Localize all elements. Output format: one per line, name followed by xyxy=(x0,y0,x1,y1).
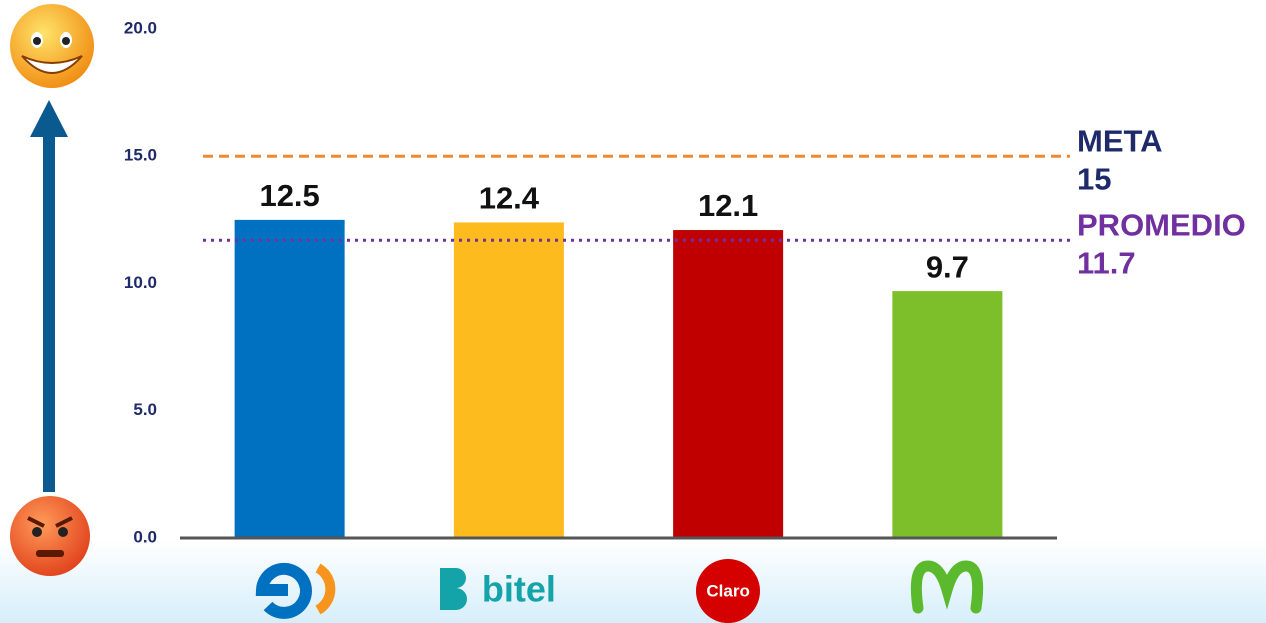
angry-face xyxy=(10,496,90,576)
reference-name: PROMEDIO xyxy=(1077,207,1246,242)
logo-claro xyxy=(696,559,760,623)
value-label: 9.7 xyxy=(926,249,969,284)
reference-value: 11.7 xyxy=(1077,245,1136,280)
bar xyxy=(673,230,784,538)
logo-movistar xyxy=(910,560,984,614)
x-tick-label: bitel xyxy=(482,569,556,610)
reference-value: 15 xyxy=(1077,161,1111,196)
bar xyxy=(234,219,345,538)
reference-name: META xyxy=(1077,123,1163,158)
bar xyxy=(453,222,564,539)
background xyxy=(0,540,1266,623)
value-label: 12.1 xyxy=(698,188,758,223)
happy-face xyxy=(10,4,94,88)
y-tick-label: 0.0 xyxy=(133,527,157,546)
bar xyxy=(892,291,1003,538)
arrow xyxy=(30,100,68,492)
logo-entel xyxy=(255,562,336,619)
x-tick-label: Claro xyxy=(706,581,749,600)
value-label: 12.4 xyxy=(479,181,540,216)
y-tick-label: 15.0 xyxy=(124,146,157,165)
y-tick-label: 20.0 xyxy=(124,18,157,37)
value-label: 12.5 xyxy=(259,178,319,213)
y-tick-label: 5.0 xyxy=(133,400,157,419)
logo-bitel xyxy=(440,568,467,610)
y-tick-label: 10.0 xyxy=(124,273,157,292)
